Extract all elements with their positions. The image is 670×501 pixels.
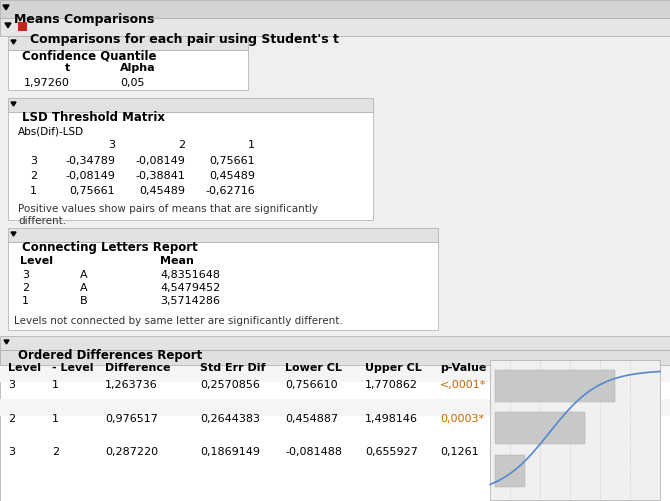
Text: Lower CL: Lower CL	[285, 363, 342, 373]
Bar	[8, 98, 373, 112]
Text: 1,97260: 1,97260	[24, 78, 70, 88]
Text: Difference: Difference	[105, 363, 170, 373]
Text: Alpha: Alpha	[120, 63, 155, 73]
Text: 4,5479452: 4,5479452	[160, 283, 220, 293]
Bar	[8, 228, 438, 242]
Text: 1: 1	[52, 380, 59, 390]
Text: Confidence Quantile: Confidence Quantile	[22, 49, 157, 62]
Text: Level: Level	[20, 256, 53, 266]
Bar	[0, 18, 670, 36]
Bar	[8, 112, 373, 220]
Text: 1,498146: 1,498146	[365, 414, 418, 424]
Bar	[0, 336, 670, 350]
Text: 0,976517: 0,976517	[105, 414, 158, 424]
Bar	[495, 455, 525, 487]
Text: t: t	[65, 63, 70, 73]
Bar	[495, 412, 585, 444]
Text: 0,756610: 0,756610	[285, 380, 338, 390]
Polygon shape	[3, 5, 9, 10]
Text: 0,287220: 0,287220	[105, 447, 158, 457]
Polygon shape	[5, 23, 11, 28]
Text: 0,655927: 0,655927	[365, 447, 418, 457]
Text: <,0001*: <,0001*	[440, 380, 486, 390]
Text: 0,0003*: 0,0003*	[440, 414, 484, 424]
Polygon shape	[4, 340, 9, 344]
Text: -0,08149: -0,08149	[135, 156, 185, 166]
Polygon shape	[11, 232, 16, 236]
Text: 3: 3	[22, 270, 29, 280]
Bar	[18, 22, 27, 31]
Bar	[490, 360, 660, 500]
Text: Mean: Mean	[160, 256, 194, 266]
Text: 2: 2	[52, 447, 59, 457]
Text: 3: 3	[108, 140, 115, 150]
Text: 0,75661: 0,75661	[209, 156, 255, 166]
Bar	[8, 50, 248, 90]
Text: 2: 2	[30, 171, 37, 181]
Text: 0,2570856: 0,2570856	[200, 380, 260, 390]
Text: 0,1261: 0,1261	[440, 447, 478, 457]
Text: 0,75661: 0,75661	[70, 186, 115, 196]
Bar	[0, 350, 670, 365]
Text: 0,1869149: 0,1869149	[200, 447, 260, 457]
Text: 3: 3	[8, 380, 15, 390]
Text: 1,770862: 1,770862	[365, 380, 418, 390]
Text: 2: 2	[8, 414, 15, 424]
Polygon shape	[11, 40, 16, 44]
Text: 0,454887: 0,454887	[285, 414, 338, 424]
Text: Std Err Dif: Std Err Dif	[200, 363, 265, 373]
Text: Positive values show pairs of means that are significantly: Positive values show pairs of means that…	[18, 204, 318, 214]
Text: Ordered Differences Report: Ordered Differences Report	[18, 349, 202, 362]
Text: 1: 1	[22, 296, 29, 306]
Text: 4,8351648: 4,8351648	[160, 270, 220, 280]
Bar	[0, 399, 670, 416]
Text: Levels not connected by same letter are significantly different.: Levels not connected by same letter are …	[14, 316, 343, 326]
Text: -0,38841: -0,38841	[135, 171, 185, 181]
Bar	[8, 36, 248, 50]
Text: B: B	[80, 296, 88, 306]
Text: -0,34789: -0,34789	[65, 156, 115, 166]
Bar	[495, 370, 615, 402]
Text: 0,2644383: 0,2644383	[200, 414, 260, 424]
Polygon shape	[11, 102, 16, 106]
Text: LSD Threshold Matrix: LSD Threshold Matrix	[22, 111, 165, 124]
Text: 3: 3	[30, 156, 37, 166]
Text: A: A	[80, 283, 88, 293]
Text: 1: 1	[248, 140, 255, 150]
Bar	[0, 365, 670, 382]
Text: p-Value: p-Value	[440, 363, 486, 373]
Text: 0,45489: 0,45489	[139, 186, 185, 196]
Bar	[8, 242, 438, 330]
Text: 1: 1	[30, 186, 37, 196]
Text: Comparisons for each pair using Student's t: Comparisons for each pair using Student'…	[30, 33, 339, 46]
Text: Connecting Letters Report: Connecting Letters Report	[22, 241, 198, 254]
Bar	[0, 0, 670, 18]
Text: Upper CL: Upper CL	[365, 363, 421, 373]
Text: 1,263736: 1,263736	[105, 380, 157, 390]
Text: Means Comparisons: Means Comparisons	[14, 13, 154, 26]
Text: Abs(Dif)-LSD: Abs(Dif)-LSD	[18, 126, 84, 136]
Text: A: A	[80, 270, 88, 280]
Text: 0,05: 0,05	[120, 78, 145, 88]
Text: different.: different.	[18, 216, 66, 226]
Text: 1: 1	[52, 414, 59, 424]
Text: 3: 3	[8, 447, 15, 457]
Text: -0,08149: -0,08149	[65, 171, 115, 181]
Text: 0,45489: 0,45489	[209, 171, 255, 181]
Text: 2: 2	[178, 140, 185, 150]
Text: -0,081488: -0,081488	[285, 447, 342, 457]
Text: 2: 2	[22, 283, 29, 293]
Bar	[0, 350, 670, 501]
Text: Level: Level	[8, 363, 41, 373]
Text: - Level: - Level	[52, 363, 94, 373]
Text: -0,62716: -0,62716	[205, 186, 255, 196]
Text: 3,5714286: 3,5714286	[160, 296, 220, 306]
